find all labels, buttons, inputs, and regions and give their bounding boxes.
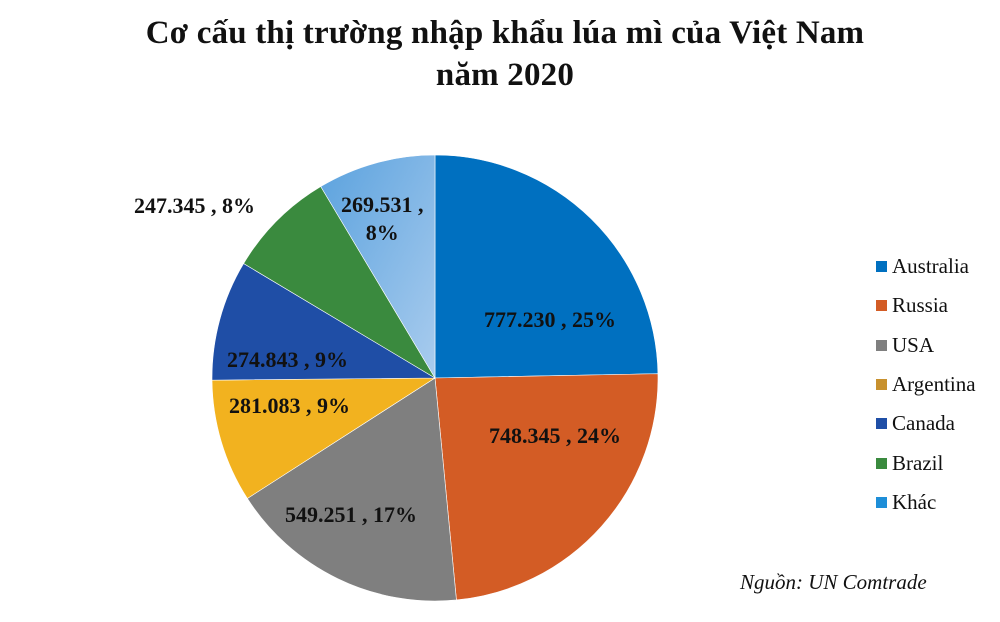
legend-label: USA — [892, 332, 935, 357]
chart-title-line1: Cơ cấu thị trường nhập khẩu lúa mì của V… — [145, 15, 865, 51]
legend-swatch-icon — [876, 339, 887, 351]
data-label-brazil: 247.345 , 8% — [134, 193, 255, 218]
pie-slice-brazil — [243, 186, 436, 379]
data-label-russia: 748.345 , 24% — [489, 423, 621, 448]
legend-label: Argentina — [892, 372, 976, 397]
pie-slice-russia — [434, 373, 659, 601]
legend-item-brazil: Brazil — [876, 443, 976, 482]
legend-label: Russia — [892, 293, 949, 318]
pie-slice-usa — [246, 377, 457, 602]
data-label-usa: 549.251 , 17% — [285, 502, 417, 527]
legend-label: Khác — [892, 489, 937, 514]
legend-swatch-icon — [876, 300, 887, 312]
pie-slices — [211, 154, 659, 602]
chart-title: Cơ cấu thị trường nhập khẩu lúa mì của V… — [0, 12, 1000, 96]
chart-title-line2: năm 2020 — [435, 57, 575, 93]
chart-legend: Australia Russia USA Argentina Canada Br… — [876, 247, 976, 522]
data-label-argentina: 281.083 , 9% — [229, 393, 350, 418]
pie-slice-khc — [320, 154, 436, 380]
data-label-australia: 777.230 , 25% — [484, 307, 616, 332]
legend-swatch-icon — [876, 379, 887, 391]
data-label-khac: 269.531 , 8% — [341, 192, 424, 245]
legend-item-usa: USA — [876, 326, 976, 365]
legend-label: Australia — [892, 254, 969, 279]
legend-item-argentina: Argentina — [876, 365, 976, 404]
legend-item-australia: Australia — [876, 247, 976, 286]
legend-item-khac: Khác — [876, 483, 976, 522]
pie-slice-argentina — [211, 377, 437, 499]
legend-item-russia: Russia — [876, 286, 976, 325]
pie-slice-australia — [434, 154, 659, 379]
legend-swatch-icon — [876, 496, 887, 508]
data-label-canada: 274.843 , 9% — [227, 347, 348, 372]
legend-swatch-icon — [876, 418, 887, 430]
legend-swatch-icon — [876, 261, 887, 273]
legend-label: Canada — [892, 411, 955, 436]
legend-swatch-icon — [876, 457, 887, 469]
legend-item-canada: Canada — [876, 404, 976, 443]
pie-slice-canada — [211, 263, 437, 381]
legend-label: Brazil — [892, 450, 944, 475]
source-note: Nguồn: UN Comtrade — [740, 570, 927, 594]
